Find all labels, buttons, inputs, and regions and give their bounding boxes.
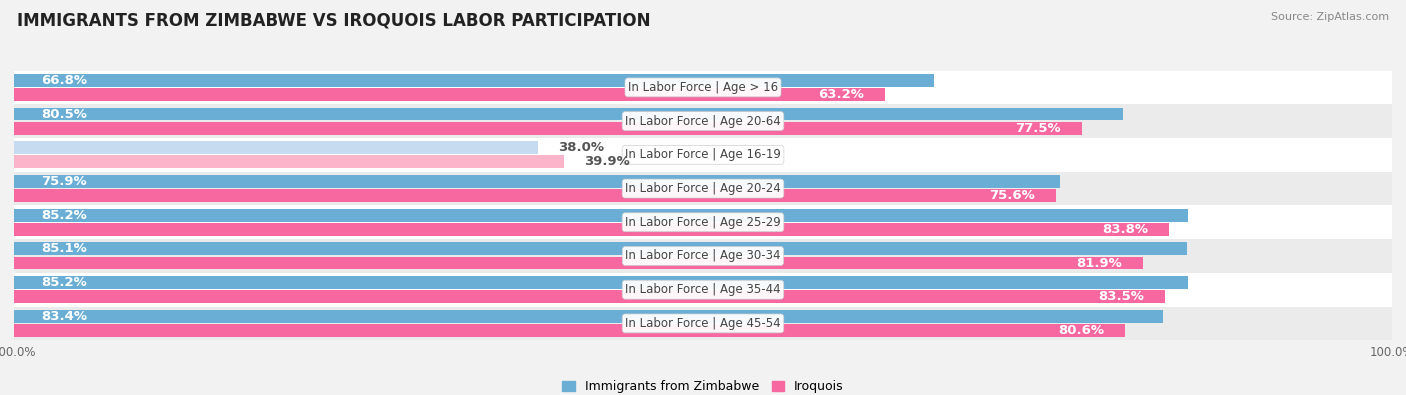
Text: 80.6%: 80.6% xyxy=(1057,324,1104,337)
Text: 63.2%: 63.2% xyxy=(818,88,865,101)
Legend: Immigrants from Zimbabwe, Iroquois: Immigrants from Zimbabwe, Iroquois xyxy=(557,375,849,395)
Text: 83.4%: 83.4% xyxy=(42,310,87,323)
Text: In Labor Force | Age 20-24: In Labor Force | Age 20-24 xyxy=(626,182,780,195)
Bar xyxy=(14,243,1187,255)
Text: 80.5%: 80.5% xyxy=(42,107,87,120)
Bar xyxy=(14,104,1392,138)
Bar xyxy=(14,273,1392,307)
Bar xyxy=(14,175,1060,188)
Bar xyxy=(14,172,1392,205)
Text: 83.5%: 83.5% xyxy=(1098,290,1144,303)
Bar xyxy=(14,74,935,87)
Text: In Labor Force | Age > 16: In Labor Force | Age > 16 xyxy=(628,81,778,94)
Bar xyxy=(14,138,1392,172)
Bar xyxy=(14,307,1392,340)
Text: 66.8%: 66.8% xyxy=(42,74,87,87)
Bar xyxy=(14,276,1188,289)
Bar xyxy=(14,141,537,154)
Text: In Labor Force | Age 45-54: In Labor Force | Age 45-54 xyxy=(626,317,780,330)
Bar xyxy=(14,324,1125,337)
Text: Source: ZipAtlas.com: Source: ZipAtlas.com xyxy=(1271,12,1389,22)
Bar xyxy=(14,71,1392,104)
Bar xyxy=(14,257,1143,269)
Text: 85.1%: 85.1% xyxy=(42,243,87,256)
Bar xyxy=(14,310,1163,323)
Bar xyxy=(14,107,1123,120)
Text: 83.8%: 83.8% xyxy=(1102,223,1149,236)
Text: In Labor Force | Age 25-29: In Labor Force | Age 25-29 xyxy=(626,216,780,229)
Bar xyxy=(14,239,1392,273)
Text: 81.9%: 81.9% xyxy=(1076,257,1122,269)
Bar xyxy=(14,122,1083,135)
Text: 85.2%: 85.2% xyxy=(42,209,87,222)
Bar xyxy=(14,205,1392,239)
Text: 39.9%: 39.9% xyxy=(585,155,630,168)
Bar xyxy=(14,189,1056,202)
Text: In Labor Force | Age 35-44: In Labor Force | Age 35-44 xyxy=(626,283,780,296)
Text: IMMIGRANTS FROM ZIMBABWE VS IROQUOIS LABOR PARTICIPATION: IMMIGRANTS FROM ZIMBABWE VS IROQUOIS LAB… xyxy=(17,12,651,30)
Text: 85.2%: 85.2% xyxy=(42,276,87,289)
Bar xyxy=(14,209,1188,222)
Text: 77.5%: 77.5% xyxy=(1015,122,1062,135)
Bar xyxy=(14,88,884,101)
Text: In Labor Force | Age 16-19: In Labor Force | Age 16-19 xyxy=(626,148,780,161)
Text: In Labor Force | Age 20-64: In Labor Force | Age 20-64 xyxy=(626,115,780,128)
Bar xyxy=(14,290,1164,303)
Text: In Labor Force | Age 30-34: In Labor Force | Age 30-34 xyxy=(626,250,780,263)
Bar xyxy=(14,156,564,168)
Text: 75.6%: 75.6% xyxy=(990,189,1035,202)
Text: 75.9%: 75.9% xyxy=(42,175,87,188)
Text: 38.0%: 38.0% xyxy=(558,141,605,154)
Bar xyxy=(14,223,1168,236)
